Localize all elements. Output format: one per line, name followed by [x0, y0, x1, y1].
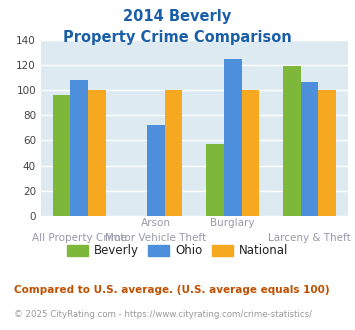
Bar [301, 82, 318, 216]
Text: All Property Crime: All Property Crime [32, 233, 127, 243]
Bar [88, 90, 106, 216]
Legend: Beverly, Ohio, National: Beverly, Ohio, National [62, 240, 293, 262]
Text: Larceny & Theft: Larceny & Theft [268, 233, 351, 243]
Bar [53, 95, 70, 216]
Text: Motor Vehicle Theft: Motor Vehicle Theft [105, 233, 207, 243]
Bar [283, 66, 301, 216]
Text: Compared to U.S. average. (U.S. average equals 100): Compared to U.S. average. (U.S. average … [14, 285, 330, 295]
Bar [318, 90, 336, 216]
Text: Arson: Arson [141, 218, 171, 228]
Text: 2014 Beverly: 2014 Beverly [124, 9, 231, 24]
Bar [241, 90, 259, 216]
Bar [70, 80, 88, 216]
Text: © 2025 CityRating.com - https://www.cityrating.com/crime-statistics/: © 2025 CityRating.com - https://www.city… [14, 310, 312, 318]
Bar [206, 144, 224, 216]
Text: Property Crime Comparison: Property Crime Comparison [63, 30, 292, 45]
Bar [165, 90, 182, 216]
Bar [147, 125, 165, 216]
Text: Burglary: Burglary [211, 218, 255, 228]
Bar [224, 58, 241, 216]
